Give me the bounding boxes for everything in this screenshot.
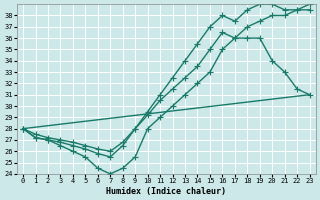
X-axis label: Humidex (Indice chaleur): Humidex (Indice chaleur)	[106, 187, 226, 196]
